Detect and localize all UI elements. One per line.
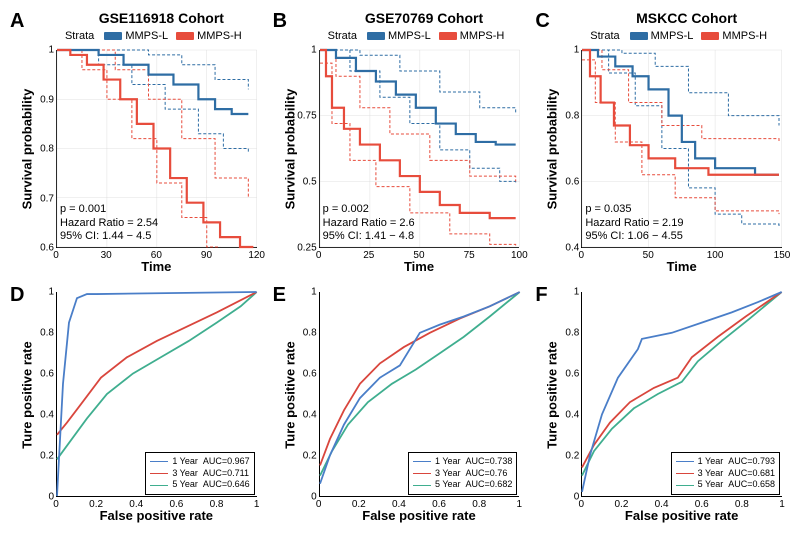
strata-low-label: MMPS-L (125, 30, 168, 42)
km-stats: p = 0.001 Hazard Ratio = 2.54 95% CI: 1.… (60, 203, 158, 244)
legend-5year: 5 Year AUC=0.646 (172, 479, 249, 491)
xlab: False positive rate (581, 508, 782, 523)
xlab: False positive rate (319, 508, 520, 523)
strata-high-label: MMPS-H (722, 30, 767, 42)
legend-1year: 1 Year AUC=0.738 (435, 456, 512, 468)
ytick: 0 (557, 492, 579, 503)
ytick: 0.2 (32, 451, 54, 462)
swatch-high: MMPS-H (701, 30, 767, 42)
ytick: 0.4 (295, 410, 317, 421)
xlab: Time (319, 259, 520, 274)
ytick: 0.4 (32, 410, 54, 421)
legend-3year: 3 Year AUC=0.76 (435, 468, 507, 480)
ci: 95% CI: 1.41 − 4.8 (323, 230, 415, 244)
ytick: 1 (32, 287, 54, 298)
panel-letter: A (10, 10, 24, 33)
roc-panel-E: E Ture positive rate 00.20.40.60.81 00.2… (271, 282, 528, 527)
roc-legend: 1 Year AUC=0.738 3 Year AUC=0.76 5 Year … (408, 452, 517, 495)
ytick: 0.25 (295, 243, 317, 254)
cohort-title: GSE70769 Cohort (331, 10, 518, 26)
ytick: 1 (557, 45, 579, 56)
ytick: 1 (557, 287, 579, 298)
km-legend: Strata MMPS-L MMPS-H (48, 30, 259, 42)
yticks: 0.40.60.81 (557, 50, 579, 248)
km-stats: p = 0.002 Hazard Ratio = 2.6 95% CI: 1.4… (323, 203, 415, 244)
legend-5year: 5 Year AUC=0.658 (698, 479, 775, 491)
xlab: Time (56, 259, 257, 274)
roc-panel-F: F Ture positive rate 00.20.40.60.81 00.2… (533, 282, 790, 527)
roc-panel-D: D Ture positive rate 00.20.40.60.81 00.2… (8, 282, 265, 527)
yticks: 0.250.50.751 (295, 50, 317, 248)
ytick: 0.5 (295, 177, 317, 188)
ytick: 0.2 (557, 451, 579, 462)
km-stats: p = 0.035 Hazard Ratio = 2.19 95% CI: 1.… (585, 203, 683, 244)
xlab: Time (581, 259, 782, 274)
strata-low-label: MMPS-L (651, 30, 694, 42)
ytick: 0.2 (295, 451, 317, 462)
ytick: 0.6 (557, 177, 579, 188)
legend-3year: 3 Year AUC=0.711 (172, 468, 249, 480)
xlab: False positive rate (56, 508, 257, 523)
km-panel-A: A GSE116918 Cohort Strata MMPS-L MMPS-H … (8, 8, 265, 278)
ytick: 0.4 (557, 243, 579, 254)
ci: 95% CI: 1.06 − 4.55 (585, 230, 683, 244)
km-legend: Strata MMPS-L MMPS-H (311, 30, 522, 42)
ytick: 1 (32, 45, 54, 56)
swatch-low: MMPS-L (630, 30, 694, 42)
strata-label: Strata (328, 30, 357, 42)
strata-label: Strata (65, 30, 94, 42)
cohort-title: MSKCC Cohort (593, 10, 780, 26)
legend-1year: 1 Year AUC=0.793 (698, 456, 775, 468)
ytick: 1 (295, 45, 317, 56)
legend-5year: 5 Year AUC=0.682 (435, 479, 512, 491)
km-panel-C: C MSKCC Cohort Strata MMPS-L MMPS-H Surv… (533, 8, 790, 278)
ytick: 0.8 (32, 328, 54, 339)
roc-legend: 1 Year AUC=0.793 3 Year AUC=0.681 5 Year… (671, 452, 780, 495)
legend-3year: 3 Year AUC=0.681 (698, 468, 775, 480)
yticks: 00.20.40.60.81 (295, 292, 317, 497)
p-value: p = 0.002 (323, 203, 415, 217)
hazard-ratio: Hazard Ratio = 2.19 (585, 217, 683, 231)
swatch-low: MMPS-L (367, 30, 431, 42)
ytick: 0.6 (32, 369, 54, 380)
hazard-ratio: Hazard Ratio = 2.54 (60, 217, 158, 231)
strata-high-label: MMPS-H (197, 30, 242, 42)
km-panel-B: B GSE70769 Cohort Strata MMPS-L MMPS-H S… (271, 8, 528, 278)
ytick: 0.9 (32, 94, 54, 105)
ytick: 0 (295, 492, 317, 503)
ytick: 0.7 (32, 193, 54, 204)
ytick: 0.4 (557, 410, 579, 421)
km-legend: Strata MMPS-L MMPS-H (573, 30, 784, 42)
ytick: 0.6 (557, 369, 579, 380)
ytick: 0.8 (32, 144, 54, 155)
ytick: 0 (32, 492, 54, 503)
hazard-ratio: Hazard Ratio = 2.6 (323, 217, 415, 231)
panel-letter: C (535, 10, 549, 33)
ytick: 0.6 (295, 369, 317, 380)
p-value: p = 0.001 (60, 203, 158, 217)
ytick: 0.8 (557, 111, 579, 122)
ytick: 0.75 (295, 111, 317, 122)
cohort-title: GSE116918 Cohort (68, 10, 255, 26)
panel-letter: B (273, 10, 287, 33)
ytick: 1 (295, 287, 317, 298)
swatch-high: MMPS-H (176, 30, 242, 42)
p-value: p = 0.035 (585, 203, 683, 217)
swatch-low: MMPS-L (104, 30, 168, 42)
roc-legend: 1 Year AUC=0.967 3 Year AUC=0.711 5 Year… (145, 452, 254, 495)
strata-low-label: MMPS-L (388, 30, 431, 42)
yticks: 00.20.40.60.81 (557, 292, 579, 497)
legend-1year: 1 Year AUC=0.967 (172, 456, 249, 468)
yticks: 00.20.40.60.81 (32, 292, 54, 497)
yticks: 0.60.70.80.91 (32, 50, 54, 248)
ytick: 0.8 (557, 328, 579, 339)
ytick: 0.6 (32, 243, 54, 254)
ci: 95% CI: 1.44 − 4.5 (60, 230, 158, 244)
ytick: 0.8 (295, 328, 317, 339)
strata-high-label: MMPS-H (460, 30, 505, 42)
strata-label: Strata (590, 30, 619, 42)
swatch-high: MMPS-H (439, 30, 505, 42)
